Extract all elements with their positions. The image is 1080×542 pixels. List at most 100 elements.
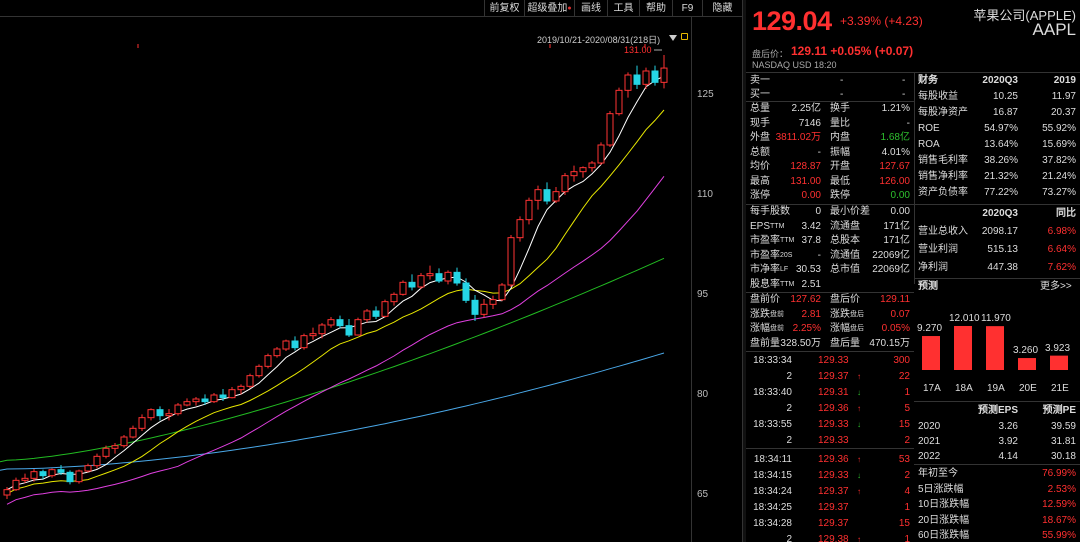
candle-up[interactable] [183,401,191,406]
candle-up[interactable] [129,427,137,438]
candle-up[interactable] [264,355,272,367]
candle-up[interactable] [354,319,362,336]
candle-up[interactable] [93,455,101,467]
toolbar-button-hide[interactable]: 隐藏 [702,0,742,17]
candle-down[interactable] [336,319,344,327]
panel-divider[interactable] [742,0,746,542]
ma20-line [6,175,665,505]
candle-up[interactable] [489,299,497,305]
candle-up[interactable] [246,375,254,387]
candle-up[interactable] [534,189,542,201]
forecast-bar-value: 9.270 [917,323,943,335]
toolbar-button-draw[interactable]: 画线 [574,0,607,17]
toolbar-button-help[interactable]: 帮助 [639,0,672,17]
candle-down[interactable] [471,299,479,315]
eps-header-col: 预测PE [1042,405,1076,416]
candle-up[interactable] [498,284,506,301]
candle-down[interactable] [462,282,470,301]
stat-value: 37.8 [801,235,821,246]
candle-up[interactable] [570,171,578,177]
candle-down[interactable] [408,281,416,288]
candle-up[interactable] [615,89,623,115]
candle-up[interactable] [444,271,452,282]
buy1-row: 买一 - - [750,87,912,102]
candle-up[interactable] [237,385,245,391]
candle-up[interactable] [417,275,425,288]
candle-up[interactable] [381,301,389,317]
candle-up[interactable] [480,303,488,315]
candle-up[interactable] [282,340,290,350]
candle-up[interactable] [624,74,632,91]
candle-up[interactable] [606,113,614,146]
candle-up[interactable] [210,394,218,403]
toolbar-button-fuquan[interactable]: 前复权 [484,0,524,17]
candle-down[interactable] [66,471,74,483]
kline-chart-panel[interactable]: 前复权 超级叠加● 画线 工具 帮助 F9 隐藏 131.00 2019/10/… [0,0,742,542]
tick-volume: 22 [898,370,910,382]
candle-up[interactable] [300,335,308,349]
candle-up[interactable] [120,436,128,447]
candle-up[interactable] [30,471,38,479]
candle-down[interactable] [57,469,65,473]
candle-up[interactable] [363,310,371,321]
candle-down[interactable] [651,70,659,83]
candle-up[interactable] [147,409,155,419]
candle-up[interactable] [273,348,281,357]
candle-up[interactable] [75,470,83,483]
candle-up[interactable] [192,398,200,403]
candle-up[interactable] [597,144,605,164]
lock-icon[interactable] [681,33,688,40]
candle-down[interactable] [156,409,164,417]
candle-down[interactable] [39,471,47,477]
candle-up[interactable] [426,273,434,277]
candle-down[interactable] [453,271,461,284]
candle-up[interactable] [642,70,650,85]
candle-down[interactable] [219,394,227,399]
candle-up[interactable] [579,167,587,173]
candle-up[interactable] [588,162,596,169]
candle-up[interactable] [174,404,182,415]
candle-up[interactable] [516,219,524,239]
stat-label: 流通值 [830,249,860,261]
candle-down[interactable] [291,340,299,349]
candle-up[interactable] [390,293,398,303]
candle-up[interactable] [309,333,317,337]
candle-down[interactable] [435,273,443,282]
candle-up[interactable] [84,465,92,472]
stat-label: 最高 [750,175,770,187]
candle-up[interactable] [327,319,335,326]
toolbar-button-f9[interactable]: F9 [672,0,702,17]
toolbar-button-overlay[interactable]: 超级叠加● [524,0,574,17]
range-dropdown-icon[interactable] [669,35,677,41]
toolbar-button-tools[interactable]: 工具 [607,0,639,17]
candle-up[interactable] [525,199,533,221]
candle-down[interactable] [543,189,551,202]
candle-up[interactable] [561,175,569,193]
candle-up[interactable] [21,477,29,481]
tick-volume: 2 [904,470,910,482]
candle-up[interactable] [228,389,236,399]
candle-up[interactable] [165,413,173,417]
candle-down[interactable] [201,398,209,403]
candle-up[interactable] [507,237,515,286]
candle-up[interactable] [399,281,407,295]
finance-value: 15.69% [1042,139,1076,150]
candle-up[interactable] [102,447,110,457]
more-link[interactable]: 更多>> [1040,281,1072,292]
candle-up[interactable] [255,365,263,377]
candle-down[interactable] [345,325,353,336]
kline-chart-svg[interactable]: 131.00 [0,0,691,542]
candle-up[interactable] [48,469,56,477]
candle-up[interactable] [12,479,20,491]
stat-label: 外盘 [750,132,770,143]
candle-up[interactable] [552,191,560,202]
tick-volume: 15 [898,518,910,529]
candle-up[interactable] [138,417,146,429]
last-price: 129.04 [752,6,832,36]
candle-up[interactable] [111,445,119,449]
candle-down[interactable] [372,310,380,317]
candle-up[interactable] [318,324,326,335]
candle-up[interactable] [660,67,668,83]
candle-up[interactable] [3,489,11,496]
candle-down[interactable] [633,74,641,85]
